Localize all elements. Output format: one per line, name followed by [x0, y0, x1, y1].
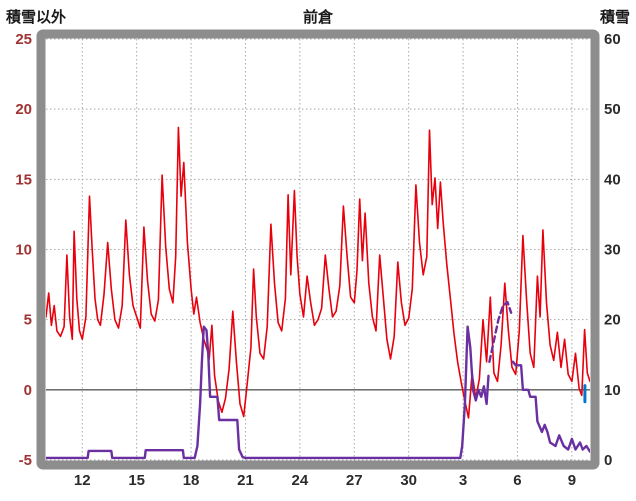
svg-text:20: 20 — [604, 312, 621, 329]
svg-text:30: 30 — [604, 242, 621, 259]
svg-text:0: 0 — [604, 452, 612, 469]
svg-text:25: 25 — [15, 31, 32, 48]
left-axis-title: 積雪以外 — [6, 9, 67, 26]
svg-text:-5: -5 — [19, 452, 32, 469]
svg-text:15: 15 — [15, 171, 32, 188]
svg-text:20: 20 — [15, 101, 32, 118]
right-axis-title: 積雪 — [599, 9, 630, 26]
svg-text:21: 21 — [237, 472, 254, 489]
svg-text:0: 0 — [24, 382, 32, 399]
svg-text:18: 18 — [183, 472, 200, 489]
svg-text:24: 24 — [292, 472, 309, 489]
svg-text:60: 60 — [604, 31, 621, 48]
svg-text:30: 30 — [400, 472, 417, 489]
svg-text:5: 5 — [24, 312, 32, 329]
svg-text:27: 27 — [346, 472, 363, 489]
svg-text:6: 6 — [513, 472, 521, 489]
svg-text:15: 15 — [128, 472, 145, 489]
svg-text:10: 10 — [604, 382, 621, 399]
chart-title: 前倉 — [302, 9, 333, 26]
svg-text:9: 9 — [568, 472, 576, 489]
svg-text:12: 12 — [74, 472, 91, 489]
svg-text:50: 50 — [604, 101, 621, 118]
svg-text:40: 40 — [604, 171, 621, 188]
svg-text:3: 3 — [459, 472, 467, 489]
svg-text:10: 10 — [15, 242, 32, 259]
